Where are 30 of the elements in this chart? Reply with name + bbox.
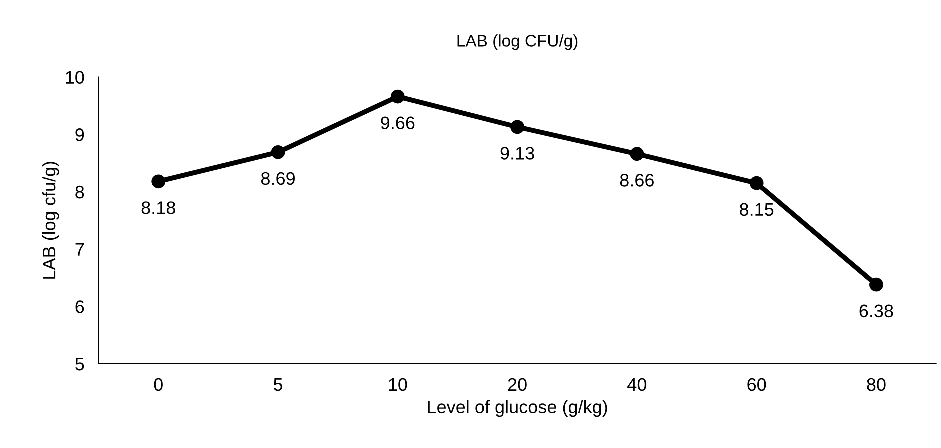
data-label: 8.15 [740,203,774,216]
point [510,120,524,134]
x-tick-label: 40 [628,378,647,392]
data-label: 6.38 [860,304,894,318]
y-tick-label: 9 [76,128,84,142]
x-tick-label: 10 [389,378,408,392]
data-label: 8.66 [620,174,654,187]
y-axis-title: LAB (log cfu/g) [42,162,60,279]
data-label: 8.69 [261,172,295,186]
point [390,90,405,104]
point [750,176,764,190]
data-label: 9.13 [500,147,534,160]
x-tick-label: 80 [867,378,886,392]
point [870,278,884,292]
x-axis-title: Level of glucose (g/kg) [428,400,608,418]
x-tick-label: 20 [508,378,527,392]
data-label: 8.18 [142,202,176,214]
data-label: 9.66 [381,116,415,130]
y-tick-label: 8 [76,186,84,199]
point [271,145,286,160]
x-tick-label: 5 [274,378,283,392]
x-tick-label: 0 [154,378,163,392]
chart-title: LAB (log CFU/g) [458,34,578,50]
y-tick-label: 5 [76,358,84,371]
y-tick-label: 10 [66,71,84,84]
y-tick-label: 6 [76,300,84,314]
point [630,147,644,162]
x-tick-label: 60 [748,378,766,392]
y-tick-label: 7 [76,243,84,256]
point [152,174,166,189]
